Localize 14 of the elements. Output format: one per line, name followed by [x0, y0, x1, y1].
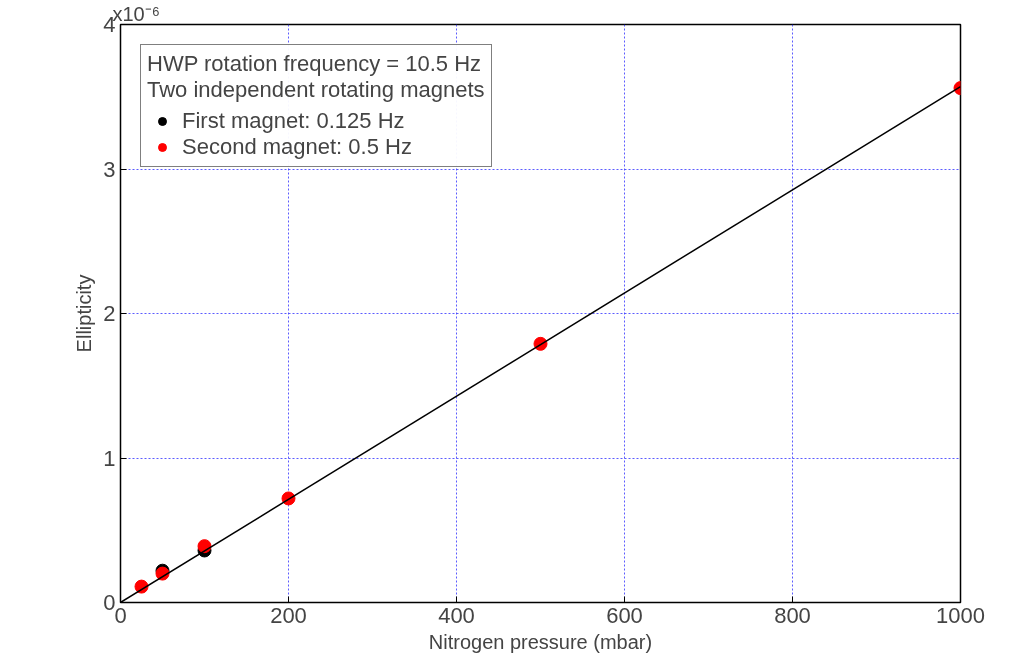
legend-label: First magnet: 0.125 Hz — [182, 108, 405, 134]
x-tick-label: 800 — [774, 602, 811, 628]
x-tick-label: 400 — [438, 602, 475, 628]
legend-title: HWP rotation frequency = 10.5 Hz Two independent rotating magnets — [147, 51, 485, 103]
text: x10⁻⁶ — [112, 2, 160, 25]
x-axis-title: Nitrogen pressure (mbar) — [428, 630, 653, 653]
y-tick-label: 1 — [103, 445, 116, 471]
x-tick-label: 200 — [270, 602, 307, 628]
legend-label: Second magnet: 0.5 Hz — [182, 134, 412, 160]
x-tick-label: 1000 — [936, 602, 985, 628]
y-tick-label: 3 — [103, 156, 116, 182]
y-axis-title: Ellipticity — [73, 274, 96, 353]
y-tick-label: 2 — [103, 301, 116, 326]
x-tick-label: 600 — [606, 602, 643, 628]
